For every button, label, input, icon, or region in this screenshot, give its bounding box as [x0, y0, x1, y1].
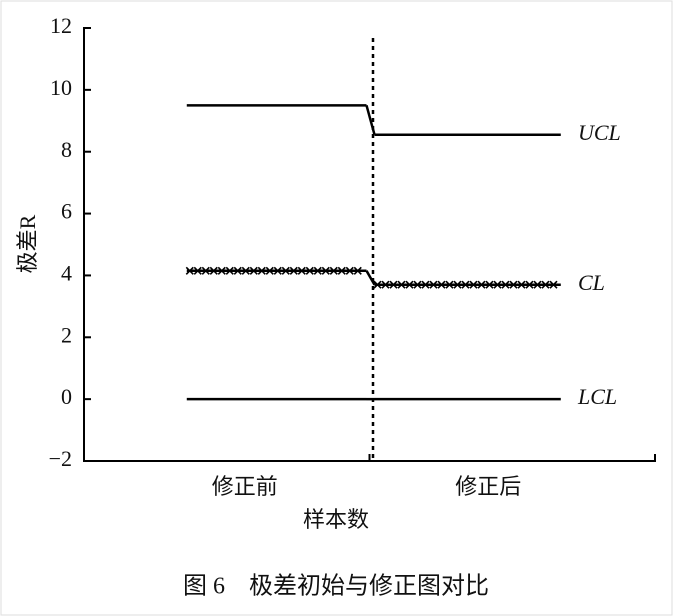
series-connector — [365, 270, 376, 286]
y-tick-label: 12 — [50, 13, 72, 38]
cross-markers — [185, 266, 362, 275]
y-tick-label: 8 — [61, 137, 72, 162]
y-tick-label: 10 — [50, 75, 72, 100]
cross-markers — [373, 280, 558, 289]
series-label: CL — [578, 270, 605, 295]
x-axis-label: 样本数 — [303, 507, 369, 532]
y-axis-label: 极差R — [15, 214, 40, 273]
y-tick-label: 2 — [61, 322, 72, 347]
series-label: UCL — [578, 120, 621, 145]
series-connector — [365, 104, 376, 136]
x-tick-label: 修正后 — [455, 474, 521, 499]
y-tick-label: 6 — [61, 199, 72, 224]
series-label: LCL — [577, 384, 617, 409]
y-tick-label: −2 — [49, 446, 72, 471]
caption: 图 6 极差初始与修正图对比 — [183, 573, 489, 600]
y-tick-label: 0 — [61, 384, 72, 409]
x-tick-label: 修正前 — [212, 474, 278, 499]
y-tick-label: 4 — [61, 260, 72, 285]
